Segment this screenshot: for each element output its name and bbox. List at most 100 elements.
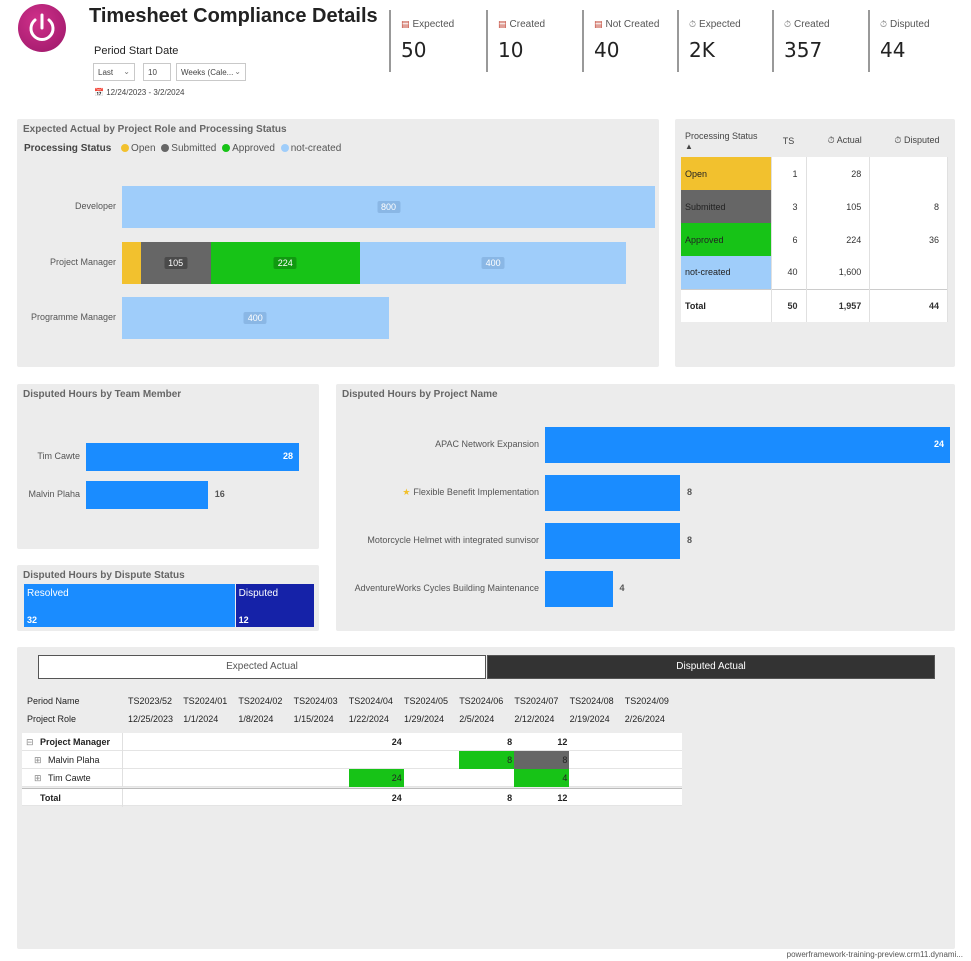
legend-dot-approved (222, 144, 231, 152)
project-name: AdventureWorks Cycles Building Maintenan… (354, 583, 539, 593)
axis-label-member: Malvin Plaha (28, 489, 80, 499)
matrix-col-period[interactable]: TS2024/05 (404, 696, 449, 706)
chart-legend: Processing Status Open Submitted Approve… (24, 143, 341, 154)
status-block-disputed[interactable]: Disputed 12 (235, 584, 314, 627)
stopwatch-icon: ⏱ (784, 19, 792, 29)
row-divider (122, 769, 123, 787)
tab-disputed-actual[interactable]: Disputed Actual (487, 655, 935, 679)
table-row[interactable]: Approved 6 224 36 (681, 223, 948, 256)
bar-member[interactable] (86, 481, 208, 509)
date-range-text: 12/24/2023 - 3/2/2024 (106, 88, 185, 97)
matrix-col-date: 2/5/2024 (459, 714, 495, 724)
kpi-value: 40 (594, 38, 620, 62)
processing-status-table: Processing Status ▲ TS ⏱ Actual ⏱ Dispute… (681, 124, 948, 322)
matrix-total-row[interactable]: Total 24 8 12 (22, 788, 682, 807)
ts-cell: 1 (771, 157, 807, 190)
legend-dot-submitted (161, 144, 170, 152)
role-chart-title: Expected Actual by Project Role and Proc… (23, 124, 287, 135)
table-row[interactable]: not-created 40 1,600 (681, 256, 948, 289)
kpi-card-created-hours: ⏱ Created 357 (772, 10, 868, 72)
kpi-value: 50 (401, 38, 427, 62)
document-icon: ▤ (594, 19, 603, 29)
matrix-cell (404, 769, 459, 787)
matrix-cell (570, 733, 625, 751)
chevron-down-icon: ⌄ (123, 67, 130, 76)
matrix-col-period[interactable]: TS2024/02 (238, 696, 283, 706)
matrix-cell (570, 769, 625, 787)
bar-segment-open[interactable] (122, 242, 141, 284)
matrix-col-period[interactable]: TS2024/06 (459, 696, 504, 706)
kpi-label: Created (509, 19, 546, 30)
expand-icon[interactable]: ⊞ (34, 773, 42, 783)
matrix-col-period[interactable]: TS2023/52 (128, 696, 173, 706)
legend-item-open[interactable]: Open (131, 143, 156, 154)
relative-mode-dropdown[interactable]: Last ⌄ (93, 63, 135, 81)
matrix-cell (128, 769, 183, 787)
sort-ascending-icon: ▲ (685, 141, 693, 151)
data-label: 24 (934, 439, 945, 449)
relative-unit-dropdown[interactable]: Weeks (Cale... ⌄ (176, 63, 246, 81)
ts-cell: 6 (771, 223, 807, 256)
legend-item-approved[interactable]: Approved (232, 143, 275, 154)
col-header-disputed[interactable]: ⏱ Disputed (869, 124, 948, 157)
table-row[interactable]: Submitted 3 105 8 (681, 190, 948, 223)
matrix-col-date: 12/25/2023 (128, 714, 174, 724)
matrix-cell (625, 751, 680, 769)
status-cell: not-created (681, 256, 772, 289)
bar-project[interactable] (545, 523, 680, 559)
row-divider (122, 789, 123, 807)
kpi-label: Disputed (890, 19, 930, 30)
data-label: 105 (164, 257, 188, 269)
tab-expected-actual[interactable]: Expected Actual (38, 655, 486, 679)
chevron-down-icon: ⌄ (234, 67, 241, 76)
matrix-row[interactable]: ⊞ Tim Cawte 24 4 (22, 769, 682, 787)
matrix-col-period[interactable]: TS2024/01 (183, 696, 228, 706)
matrix-cell (128, 789, 183, 807)
kpi-value: 2K (689, 38, 715, 62)
axis-label-project: ★ Flexible Benefit Implementation (345, 487, 539, 498)
matrix-col-period[interactable]: TS2024/07 (514, 696, 559, 706)
status-block-label: Disputed (238, 588, 279, 599)
project-chart-title: Disputed Hours by Project Name (342, 389, 498, 400)
col-header-ts[interactable]: TS (771, 124, 807, 157)
kpi-value: 10 (498, 38, 524, 62)
table-row[interactable]: Open 1 28 (681, 157, 948, 190)
expand-icon[interactable]: ⊞ (34, 755, 42, 765)
status-block-resolved[interactable]: Resolved 32 (24, 584, 235, 627)
stopwatch-icon: ⏱ (894, 135, 902, 145)
bar-project[interactable] (545, 427, 950, 463)
matrix-col-period[interactable]: TS2024/04 (348, 696, 393, 706)
matrix-cell (238, 751, 293, 769)
matrix-col-period[interactable]: TS2024/08 (569, 696, 614, 706)
matrix-col-period[interactable]: TS2024/09 (624, 696, 669, 706)
disputed-cell (869, 157, 948, 190)
legend-title: Processing Status (24, 143, 112, 154)
col-header-status[interactable]: Processing Status ▲ (681, 124, 771, 157)
ts-cell: 3 (771, 190, 807, 223)
total-disputed: 44 (869, 288, 948, 322)
col-header-actual[interactable]: ⏱ Actual (806, 124, 870, 157)
kpi-card-created-ts: ▤ Created 10 (486, 10, 582, 72)
matrix-row[interactable]: ⊞ Malvin Plaha 8 8 (22, 751, 682, 769)
matrix-row-label: Malvin Plaha (48, 755, 100, 765)
ts-cell: 40 (771, 256, 807, 289)
legend-item-not-created[interactable]: not-created (290, 143, 342, 154)
axis-label-project: AdventureWorks Cycles Building Maintenan… (345, 583, 539, 593)
matrix-cell: 12 (557, 793, 568, 803)
matrix-cell (294, 733, 349, 751)
bar-member[interactable] (86, 443, 299, 471)
axis-label-role: Developer (74, 201, 116, 211)
relative-count-input[interactable]: 10 (143, 63, 171, 81)
matrix-col-period[interactable]: TS2024/03 (293, 696, 338, 706)
disputed-cell: 36 (869, 223, 948, 256)
kpi-card-not-created-ts: ▤ Not Created 40 (582, 10, 678, 72)
matrix-cell: 4 (514, 769, 570, 787)
collapse-icon[interactable]: ⊟ (26, 737, 34, 747)
actual-cell: 28 (806, 157, 871, 190)
bar-project[interactable] (545, 475, 680, 511)
actual-cell: 1,600 (806, 256, 871, 289)
legend-item-submitted[interactable]: Submitted (171, 143, 217, 154)
bar-project[interactable] (545, 571, 613, 607)
matrix-cell: 8 (514, 751, 570, 769)
matrix-row[interactable]: ⊟ Project Manager 24 8 12 (22, 733, 682, 751)
